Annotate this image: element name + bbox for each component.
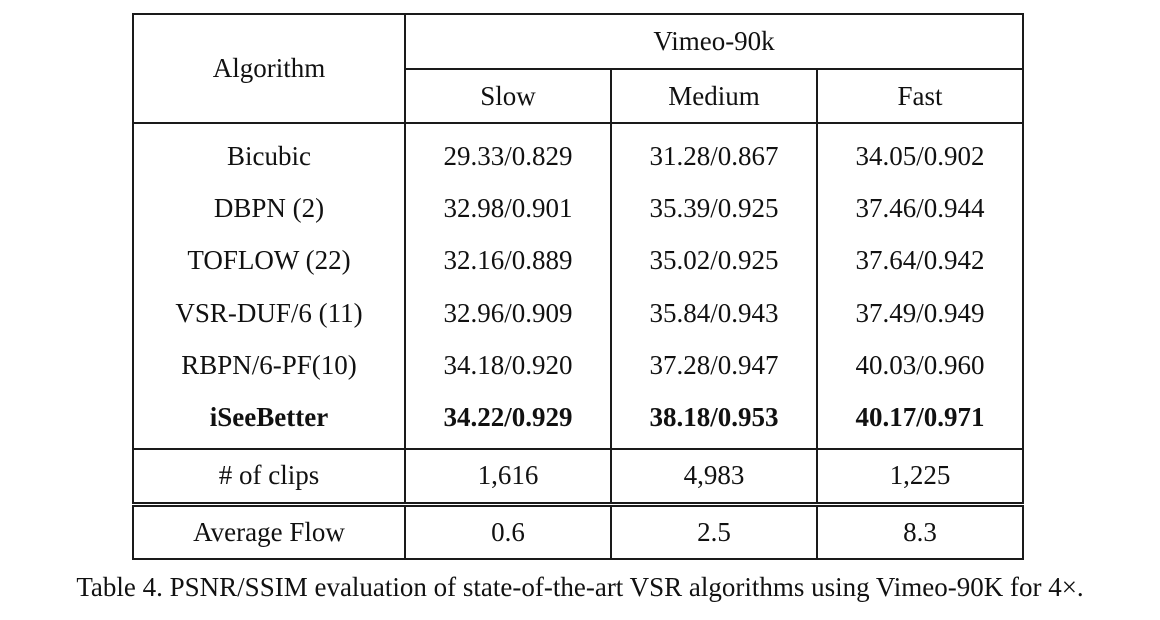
clips-row: # of clips 1,616 4,983 1,225 [132,447,1025,503]
cell-value: 32.98/0.901 [404,182,612,235]
column-header-fast: Fast [815,68,1025,123]
cell-value: 34.18/0.920 [404,339,612,392]
algorithm-name: VSR-DUF/6 (11) [132,286,406,340]
clips-label: # of clips [132,447,406,503]
cell-value: 32.96/0.909 [404,286,612,340]
table-row: RBPN/6-PF(10) 34.18/0.920 37.28/0.947 40… [132,339,1025,392]
algorithm-name: DBPN (2) [132,182,406,235]
subheader-row: Slow Medium Fast [133,68,1025,123]
algorithm-name: iSeeBetter [132,391,406,449]
algorithm-name: TOFLOW (22) [132,234,406,287]
cell-value: 37.64/0.942 [815,234,1025,287]
algorithm-name: Bicubic [132,123,406,183]
clips-value: 1,616 [404,447,612,503]
average-flow-value: 0.6 [404,506,612,559]
average-flow-value: 8.3 [816,506,1024,559]
table-row: DBPN (2) 32.98/0.901 35.39/0.925 37.46/0… [132,182,1025,235]
average-flow-row: Average Flow 0.6 2.5 8.3 [132,506,1024,559]
cell-value: 32.16/0.889 [404,234,612,287]
cell-value: 37.49/0.949 [815,286,1025,340]
algorithm-name: RBPN/6-PF(10) [132,339,406,392]
cell-value: 40.03/0.960 [815,339,1025,392]
cell-value: 34.05/0.902 [815,123,1025,183]
column-header-slow: Slow [404,68,612,123]
cell-value: 34.22/0.929 [404,391,612,449]
algorithm-header: Algorithm [132,14,406,123]
cell-value: 29.33/0.829 [404,123,612,183]
table-caption: Table 4. PSNR/SSIM evaluation of state-o… [76,572,1084,602]
cell-value: 35.84/0.943 [610,286,818,340]
cell-value: 40.17/0.971 [815,391,1025,449]
table-row: Bicubic 29.33/0.829 31.28/0.867 34.05/0.… [132,123,1025,183]
clips-value: 1,225 [815,447,1025,503]
cell-value: 35.39/0.925 [610,182,818,235]
cell-value: 31.28/0.867 [610,123,818,183]
average-flow-value: 2.5 [610,506,818,559]
cell-value: 38.18/0.953 [610,391,818,449]
header-row: Algorithm Vimeo-90k [132,14,1025,123]
clips-value: 4,983 [610,447,818,503]
table-row: TOFLOW (22) 32.16/0.889 35.02/0.925 37.6… [132,234,1025,287]
cell-value: 37.46/0.944 [815,182,1025,235]
cell-value: 37.28/0.947 [610,339,818,392]
column-header-medium: Medium [610,68,818,123]
results-table: Algorithm Vimeo-90k Slow Medium Fast Bic… [132,13,1025,504]
average-flow-label: Average Flow [132,506,406,559]
table-row: VSR-DUF/6 (11) 32.96/0.909 35.84/0.943 3… [132,286,1025,340]
average-flow-table: Average Flow 0.6 2.5 8.3 [132,505,1024,560]
dataset-header: Vimeo-90k [403,14,1025,70]
table-row-best: iSeeBetter 34.22/0.929 38.18/0.953 40.17… [132,391,1025,449]
cell-value: 35.02/0.925 [610,234,818,287]
